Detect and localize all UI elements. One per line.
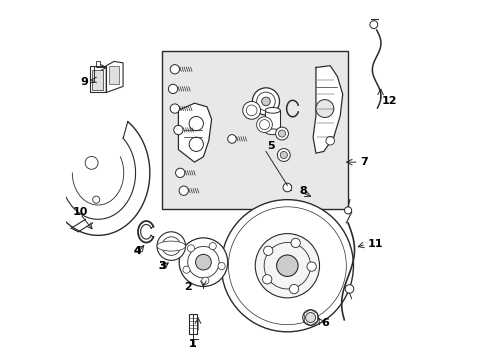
Circle shape <box>218 262 224 270</box>
Circle shape <box>305 312 315 323</box>
Circle shape <box>289 284 298 294</box>
Circle shape <box>277 149 290 161</box>
Text: 8: 8 <box>299 186 307 196</box>
Circle shape <box>325 136 334 145</box>
Circle shape <box>278 130 285 137</box>
Ellipse shape <box>264 129 280 135</box>
Circle shape <box>179 186 188 195</box>
Circle shape <box>202 277 208 284</box>
Circle shape <box>255 234 319 298</box>
Circle shape <box>195 254 211 270</box>
Circle shape <box>263 246 272 256</box>
Text: 4: 4 <box>133 247 141 256</box>
Circle shape <box>170 64 179 74</box>
Circle shape <box>302 310 318 325</box>
Ellipse shape <box>157 241 185 251</box>
Circle shape <box>262 275 271 284</box>
Circle shape <box>189 137 203 152</box>
Text: 9: 9 <box>80 77 88 87</box>
Circle shape <box>242 102 260 119</box>
Text: 3: 3 <box>158 261 166 271</box>
Circle shape <box>221 200 353 332</box>
Text: 11: 11 <box>367 239 383 249</box>
Circle shape <box>252 88 279 115</box>
Bar <box>264 111 280 132</box>
Circle shape <box>166 242 176 251</box>
Circle shape <box>369 21 377 28</box>
Circle shape <box>345 285 353 293</box>
Circle shape <box>85 157 98 169</box>
Polygon shape <box>178 103 211 162</box>
Ellipse shape <box>264 108 280 113</box>
Bar <box>108 66 119 84</box>
Text: 3: 3 <box>158 261 166 271</box>
Text: 7: 7 <box>360 157 367 167</box>
Circle shape <box>276 255 298 276</box>
Circle shape <box>173 125 183 135</box>
Text: 2: 2 <box>184 282 192 292</box>
Circle shape <box>256 117 272 132</box>
Circle shape <box>189 116 203 131</box>
Circle shape <box>209 243 216 249</box>
Text: 5: 5 <box>267 141 275 151</box>
Circle shape <box>157 232 185 260</box>
Text: 10: 10 <box>72 207 88 217</box>
Bar <box>96 62 100 66</box>
Circle shape <box>168 84 177 94</box>
Circle shape <box>179 238 227 287</box>
Circle shape <box>275 127 288 140</box>
Circle shape <box>93 196 100 203</box>
Text: 12: 12 <box>381 96 397 107</box>
Circle shape <box>261 97 270 106</box>
Circle shape <box>344 207 351 214</box>
Circle shape <box>306 262 316 271</box>
Bar <box>92 70 103 90</box>
Text: 1: 1 <box>188 339 196 349</box>
Text: 1: 1 <box>188 339 196 349</box>
Bar <box>90 66 106 93</box>
Circle shape <box>227 135 236 143</box>
Circle shape <box>283 183 291 192</box>
Circle shape <box>315 100 333 117</box>
Text: 6: 6 <box>321 318 328 328</box>
Circle shape <box>175 168 184 177</box>
Polygon shape <box>106 62 123 93</box>
Bar <box>189 314 197 334</box>
Bar <box>162 51 347 208</box>
Circle shape <box>280 152 287 158</box>
Circle shape <box>187 245 194 252</box>
Text: 4: 4 <box>133 247 141 256</box>
Circle shape <box>170 104 179 113</box>
Polygon shape <box>312 66 342 153</box>
Circle shape <box>290 238 300 248</box>
Circle shape <box>183 266 190 273</box>
